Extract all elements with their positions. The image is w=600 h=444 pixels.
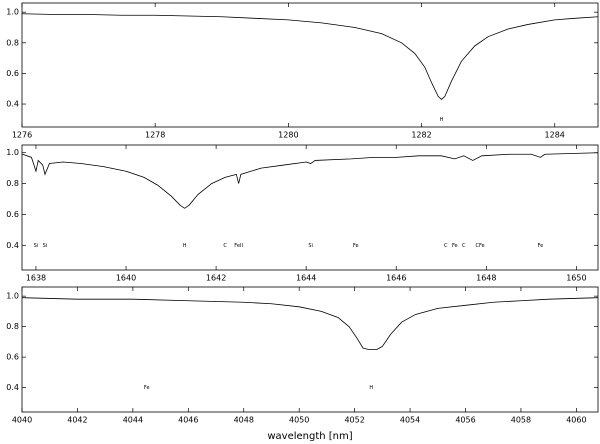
x-axis-label: wavelength [nm] — [267, 431, 352, 442]
x-tick-label: 1648 — [476, 274, 496, 283]
plot-frame — [21, 286, 599, 413]
y-tick-label: 0.4 — [6, 100, 19, 109]
line-id-label: H — [369, 385, 373, 391]
spectrum-line — [21, 13, 599, 100]
y-tick-label: 0.6 — [6, 69, 19, 78]
y-tick-label: 1.0 — [6, 148, 19, 157]
x-tick-label: 4060 — [566, 416, 586, 425]
line-id-label: FeII — [234, 243, 243, 249]
x-tick-label: 4046 — [178, 416, 198, 425]
y-tick-label: 1.0 — [6, 292, 19, 301]
x-tick-label: 1638 — [26, 274, 46, 283]
line-id-label: Fe — [452, 243, 458, 249]
line-id-label: C — [444, 243, 448, 249]
line-id-label: Fe — [538, 243, 544, 249]
line-id-label: C — [476, 243, 480, 249]
x-tick-label: 1640 — [116, 274, 136, 283]
x-tick-label: 1642 — [206, 274, 226, 283]
y-tick-label: 0.8 — [6, 179, 19, 188]
y-tick-label: 0.4 — [6, 241, 19, 250]
spectrum-line — [22, 152, 599, 209]
spectrum-line — [21, 297, 599, 350]
x-tick-label: 4042 — [67, 416, 87, 425]
line-id-label: Fe — [479, 243, 485, 249]
y-tick-label: 0.8 — [6, 38, 19, 47]
line-id-label: Fe — [353, 243, 359, 249]
x-tick-label: 4052 — [344, 416, 364, 425]
plot-frame — [21, 144, 599, 271]
line-id-label: H — [440, 117, 444, 123]
x-tick-label: 4058 — [511, 416, 531, 425]
x-tick-label: 1278 — [145, 131, 165, 140]
line-id-label: Si — [43, 243, 48, 249]
line-id-label: C — [223, 243, 227, 249]
x-tick-label: 1280 — [278, 131, 298, 140]
x-tick-label: 4040 — [12, 416, 32, 425]
x-tick-label: 1646 — [386, 274, 406, 283]
x-tick-label: 1284 — [545, 131, 565, 140]
x-tick-label: 4054 — [400, 416, 420, 425]
line-id-label: Fe — [144, 385, 150, 391]
x-tick-label: 1282 — [411, 131, 431, 140]
y-tick-label: 0.6 — [6, 353, 19, 362]
x-tick-label: 4056 — [455, 416, 475, 425]
y-tick-label: 1.0 — [6, 8, 19, 17]
line-id-label: H — [183, 243, 187, 249]
line-id-label: Si — [34, 243, 39, 249]
plot-frame — [21, 2, 599, 128]
line-id-label: Si — [308, 243, 313, 249]
x-tick-label: 4048 — [234, 416, 254, 425]
y-tick-label: 0.4 — [6, 383, 19, 392]
x-tick-label: 1276 — [12, 131, 32, 140]
x-tick-label: 4050 — [289, 416, 309, 425]
x-tick-label: 1650 — [566, 274, 586, 283]
y-tick-label: 0.6 — [6, 210, 19, 219]
y-tick-label: 0.8 — [6, 322, 19, 331]
x-tick-label: 4044 — [123, 416, 143, 425]
line-id-label: C — [462, 243, 466, 249]
x-tick-label: 1644 — [296, 274, 316, 283]
